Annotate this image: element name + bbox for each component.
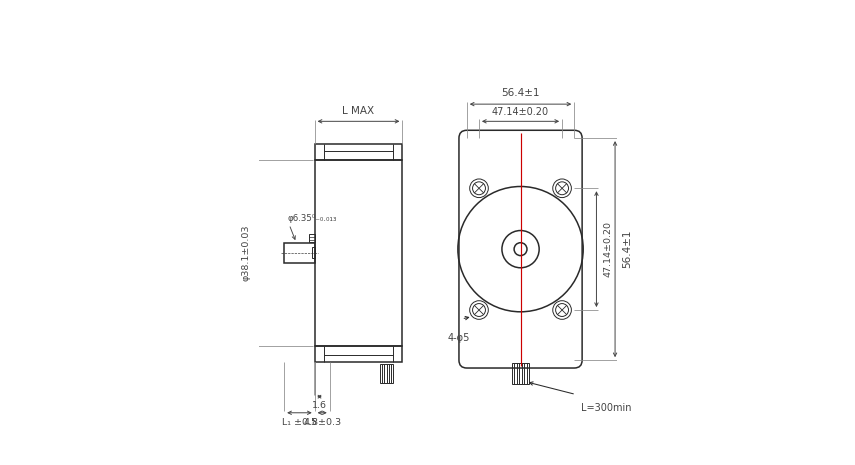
Bar bbox=[310, 234, 315, 242]
Text: L₁ ±0.5: L₁ ±0.5 bbox=[282, 418, 317, 427]
Text: 4-φ5: 4-φ5 bbox=[447, 333, 469, 343]
Bar bbox=[315, 159, 403, 346]
Bar bbox=[380, 364, 393, 384]
Text: 47.14±0.20: 47.14±0.20 bbox=[492, 106, 549, 117]
Text: 56.4±1: 56.4±1 bbox=[622, 230, 632, 268]
Text: 47.14±0.20: 47.14±0.20 bbox=[604, 221, 612, 277]
Bar bbox=[312, 247, 315, 259]
Bar bbox=[315, 346, 403, 362]
Text: 4.8±0.3: 4.8±0.3 bbox=[304, 418, 341, 427]
Bar bbox=[512, 363, 529, 384]
Text: φ38.1±0.03: φ38.1±0.03 bbox=[241, 225, 251, 281]
Text: 1.6: 1.6 bbox=[312, 401, 327, 410]
Text: L MAX: L MAX bbox=[343, 106, 374, 116]
Bar bbox=[315, 144, 403, 159]
Text: φ6.35⁰₋₀.₀₁₃: φ6.35⁰₋₀.₀₁₃ bbox=[287, 214, 337, 223]
Text: L=300min: L=300min bbox=[581, 404, 632, 413]
Bar bbox=[284, 243, 315, 263]
Text: 56.4±1: 56.4±1 bbox=[501, 88, 540, 99]
